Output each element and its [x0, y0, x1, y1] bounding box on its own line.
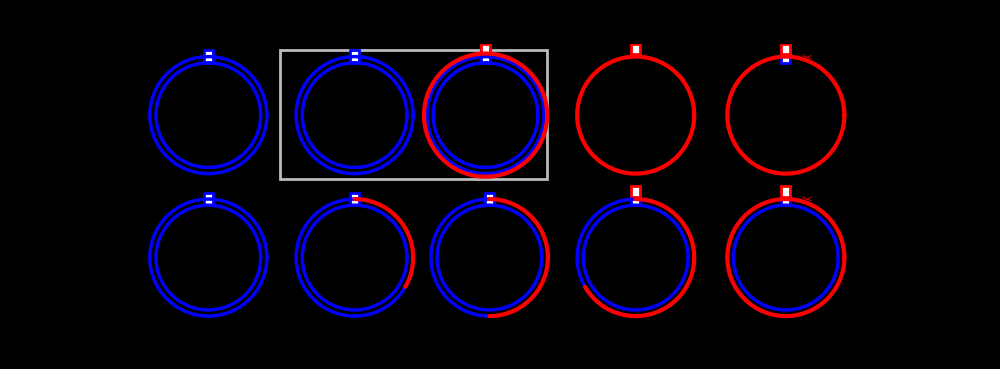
- Bar: [481, 51, 490, 63]
- Bar: [631, 193, 640, 205]
- Bar: [781, 44, 790, 54]
- Bar: [781, 186, 790, 197]
- Bar: [204, 51, 213, 63]
- Bar: [350, 193, 359, 205]
- Bar: [631, 44, 640, 54]
- Bar: [781, 51, 790, 63]
- Bar: [781, 193, 790, 205]
- Bar: [631, 186, 640, 197]
- Bar: [481, 44, 490, 54]
- Bar: [204, 193, 213, 205]
- Text: ✂: ✂: [801, 52, 812, 65]
- Bar: [485, 193, 494, 205]
- Text: ✂: ✂: [801, 194, 812, 207]
- Bar: [350, 51, 359, 63]
- Bar: [280, 51, 547, 179]
